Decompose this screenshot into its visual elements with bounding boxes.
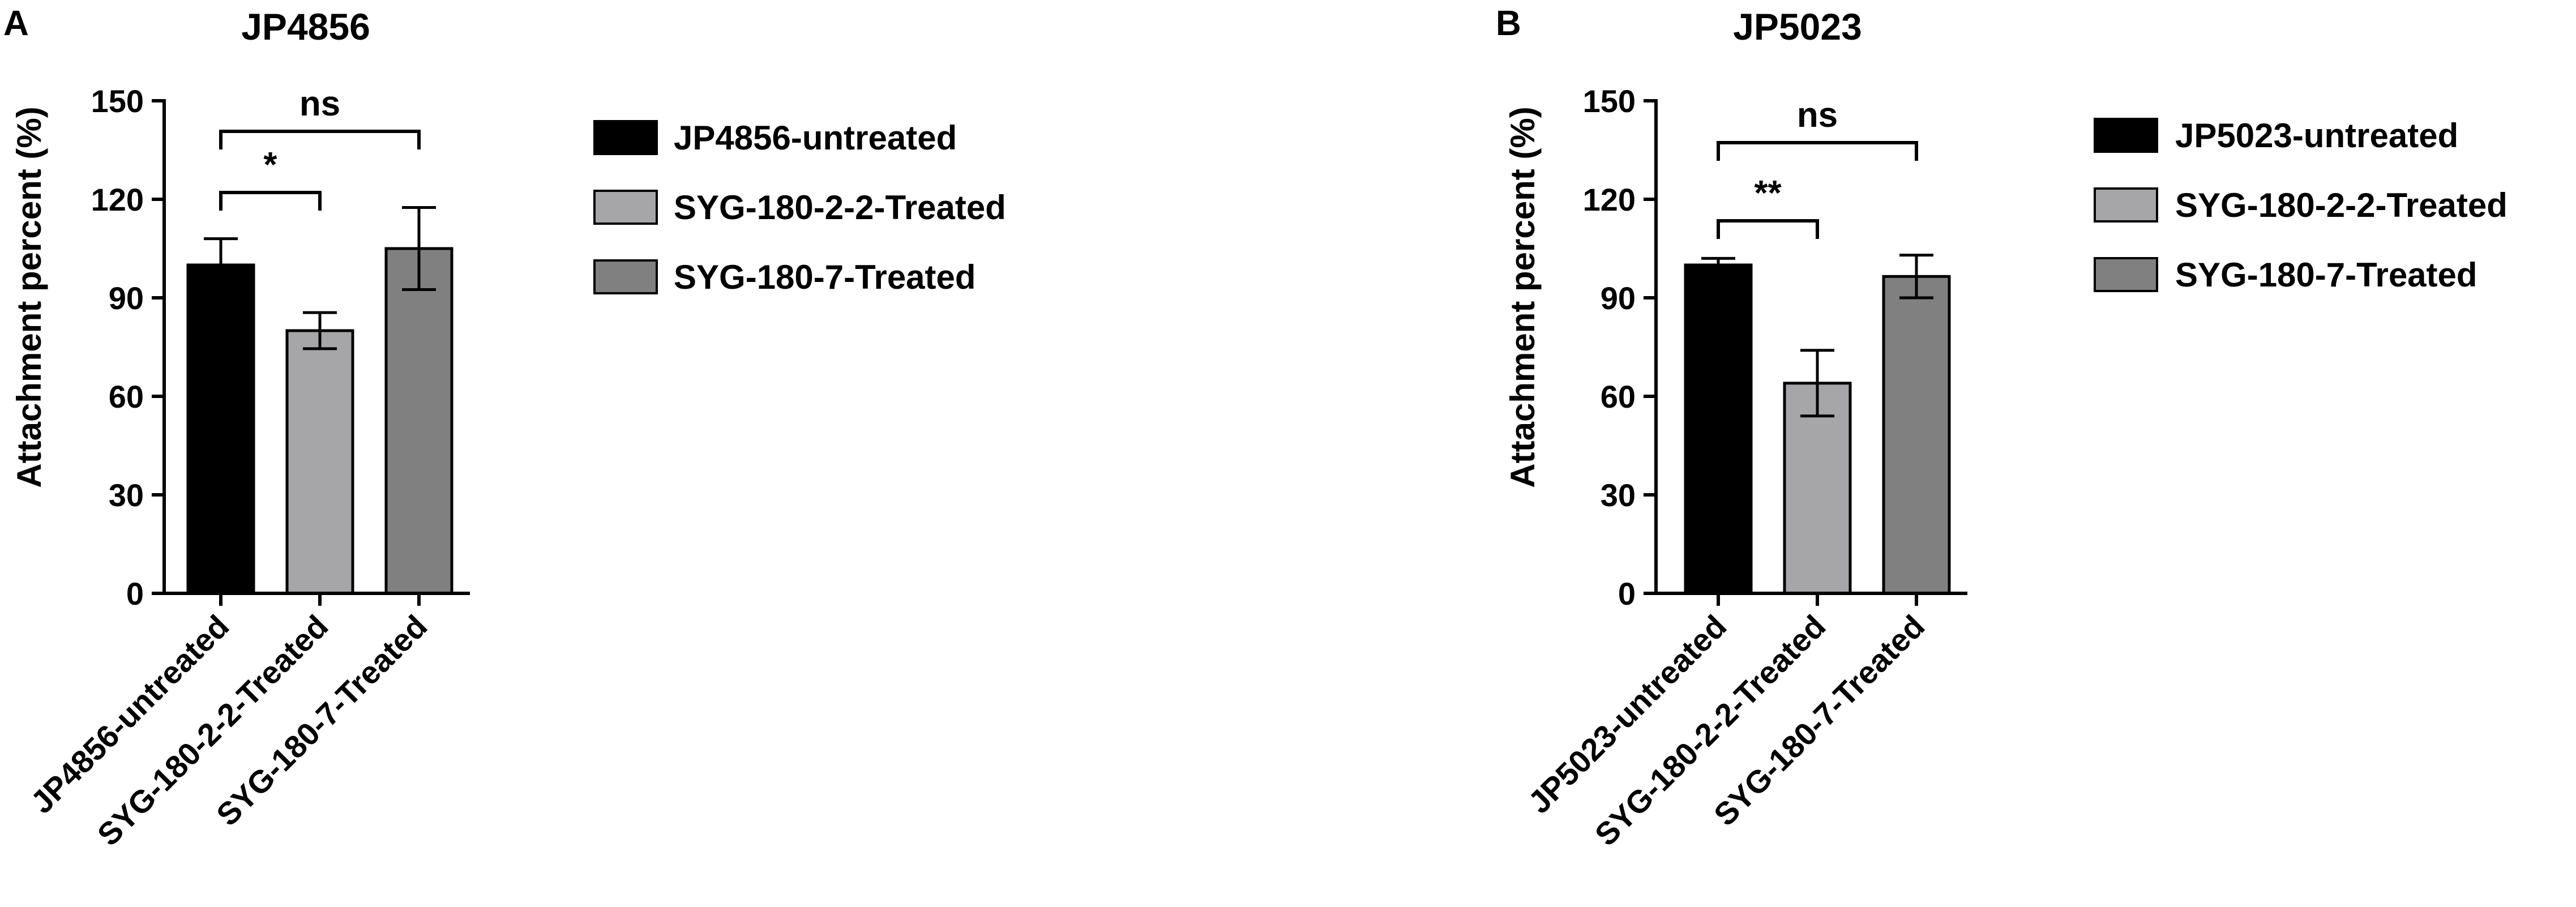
significance-bracket: * xyxy=(219,146,322,211)
chart-title: JP4856 xyxy=(241,6,370,48)
y-tick-label: 60 xyxy=(109,379,144,414)
significance-bracket: ** xyxy=(1717,174,1819,239)
legend: JP4856-untreated SYG-180-2-2-Treated SYG… xyxy=(593,119,1006,296)
legend-swatch xyxy=(593,120,658,155)
legend-label: SYG-180-2-2-Treated xyxy=(674,189,1006,226)
y-axis-label: Attachment percent (%) xyxy=(1504,106,1542,487)
legend-swatch xyxy=(593,259,658,294)
legend-item: JP5023-untreated xyxy=(2094,117,2458,155)
significance-bracket: ns xyxy=(1717,96,1918,161)
legend-label: JP4856-untreated xyxy=(674,119,957,157)
significance-label: ns xyxy=(299,84,340,123)
y-tick-label: 90 xyxy=(109,280,144,316)
y-tick-label: 0 xyxy=(126,576,144,611)
legend-label: JP5023-untreated xyxy=(2175,117,2458,155)
legend-swatch xyxy=(593,190,658,225)
legend-label: SYG-180-2-2-Treated xyxy=(2175,186,2507,224)
significance-label: ** xyxy=(1754,174,1782,213)
chart-title: JP5023 xyxy=(1733,6,1862,48)
bar xyxy=(384,247,453,595)
y-tick-label: 90 xyxy=(1601,280,1636,316)
legend-swatch xyxy=(2094,187,2158,223)
legend-item: JP4856-untreated xyxy=(593,119,957,157)
plot-area: 0306090120150JP5023-untreatedSYG-180-2-2… xyxy=(1521,83,1967,853)
y-tick-label: 60 xyxy=(1601,379,1636,414)
y-tick-label: 30 xyxy=(109,477,144,513)
panel-letter: A xyxy=(3,4,29,43)
panel-a: A JP4856 Attachment percent (%) 0 30 60 90 1… xyxy=(3,4,1006,853)
legend-swatch xyxy=(2094,118,2158,153)
legend: JP5023-untreated SYG-180-2-2-Treated SYG… xyxy=(2094,117,2507,294)
y-tick-label: 120 xyxy=(91,182,144,217)
y-tick-label: 30 xyxy=(1601,477,1636,513)
y-tick-label: 120 xyxy=(1583,182,1636,217)
bar xyxy=(1882,275,1951,595)
y-axis-label: Attachment percent (%) xyxy=(10,106,48,487)
legend-item: SYG-180-2-2-Treated xyxy=(593,189,1006,226)
legend-label: SYG-180-7-Treated xyxy=(2175,256,2477,294)
bar xyxy=(1783,382,1852,595)
legend-item: SYG-180-2-2-Treated xyxy=(2094,186,2507,224)
legend-swatch xyxy=(2094,257,2158,292)
bar xyxy=(186,263,255,595)
y-tick-label: 150 xyxy=(91,83,144,119)
error-bar xyxy=(402,206,436,291)
panel-letter: B xyxy=(1496,4,1521,43)
significance-bracket: ns xyxy=(219,84,421,149)
bar xyxy=(285,329,354,595)
legend-label: SYG-180-7-Treated xyxy=(674,258,976,296)
error-bar xyxy=(303,311,337,350)
plot-area: 0306090120150JP4856-untreatedSYG-180-2-2… xyxy=(24,83,470,853)
legend-item: SYG-180-7-Treated xyxy=(593,258,976,296)
panel-b: B JP5023 Attachment percent (%) 0 30 60 90 1… xyxy=(1496,4,2507,853)
error-bar xyxy=(1899,254,1933,300)
error-bar xyxy=(204,237,238,293)
y-tick-label: 0 xyxy=(1618,576,1636,611)
significance-label: ns xyxy=(1797,96,1838,135)
legend-item: SYG-180-7-Treated xyxy=(2094,256,2477,294)
y-tick-label: 150 xyxy=(1583,83,1636,119)
bar xyxy=(1684,263,1753,595)
significance-label: * xyxy=(263,146,277,185)
error-bar xyxy=(1701,256,1735,273)
error-bar xyxy=(1800,349,1834,418)
